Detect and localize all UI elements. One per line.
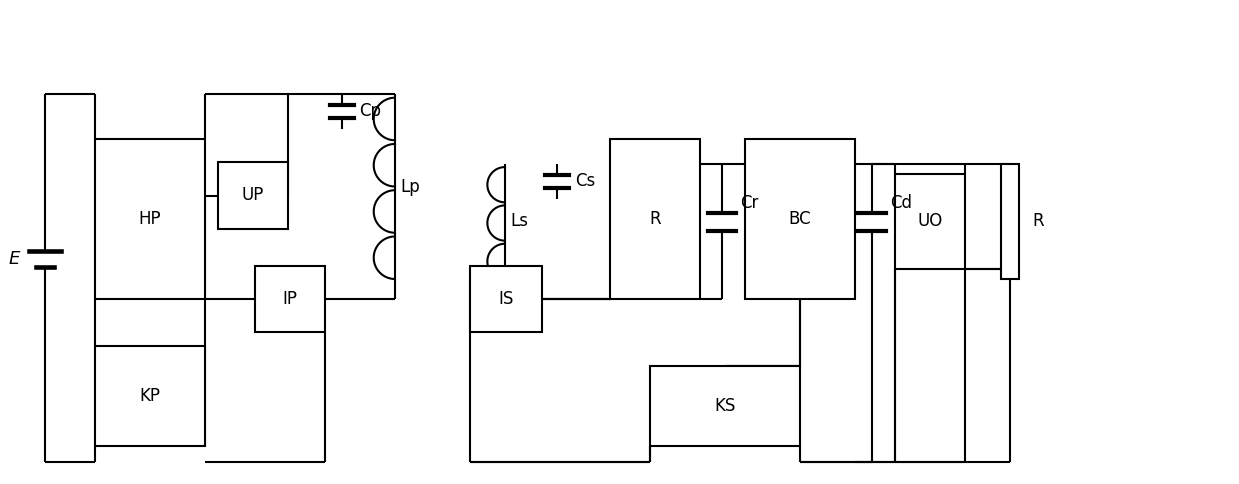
Bar bbox=[610, 139, 700, 299]
Bar bbox=[255, 266, 325, 332]
Text: HP: HP bbox=[139, 210, 161, 228]
Text: IS: IS bbox=[498, 290, 514, 308]
Bar bbox=[218, 162, 287, 229]
Bar bbox=[895, 174, 965, 269]
Text: Ls: Ls bbox=[510, 212, 528, 230]
Text: BC: BC bbox=[789, 210, 812, 228]
Bar bbox=[1001, 164, 1018, 279]
Text: KS: KS bbox=[715, 397, 736, 415]
Text: IP: IP bbox=[282, 290, 297, 308]
Text: Lp: Lp bbox=[400, 178, 420, 196]
Bar bbox=[745, 139, 855, 299]
Text: KP: KP bbox=[140, 387, 161, 405]
Text: UO: UO bbox=[917, 212, 943, 230]
Bar bbox=[470, 266, 541, 332]
Text: Cr: Cr bbox=[740, 195, 758, 212]
Bar bbox=[95, 139, 204, 299]
Bar bbox=[650, 366, 800, 446]
Text: Cd: Cd bbox=[890, 195, 912, 212]
Text: Cp: Cp bbox=[359, 102, 382, 120]
Text: $E$: $E$ bbox=[9, 250, 21, 268]
Text: Cs: Cs bbox=[575, 172, 596, 190]
Text: UP: UP bbox=[242, 186, 264, 205]
Text: R: R bbox=[649, 210, 660, 228]
Text: R: R bbox=[1032, 212, 1043, 230]
Bar bbox=[95, 346, 204, 446]
